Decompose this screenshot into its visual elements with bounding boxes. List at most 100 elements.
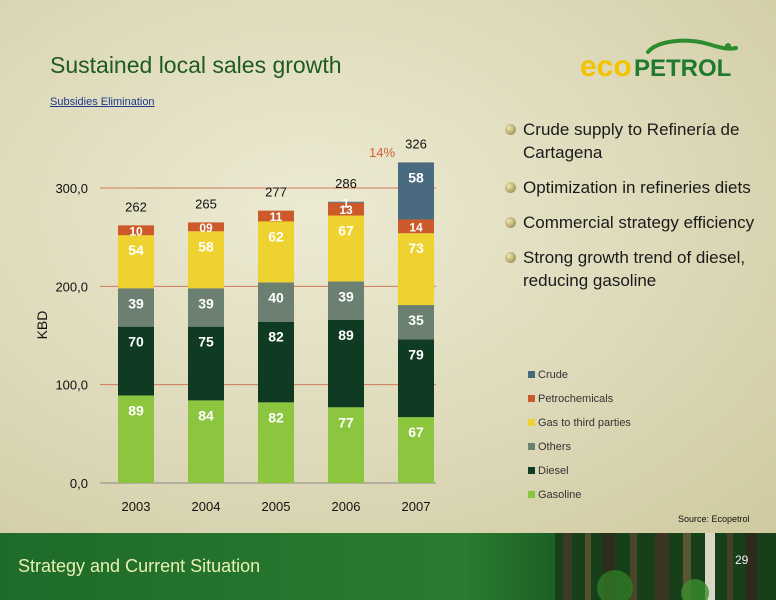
bullet-icon [505, 124, 516, 135]
legend-label: Petrochemicals [538, 393, 614, 405]
bullet-text: Crude supply to Refinería de Cartagena [523, 120, 740, 162]
legend-item-crude: Crude [528, 366, 631, 390]
x-tick-label: 2006 [332, 499, 361, 514]
bar-segment [118, 225, 154, 236]
data-label: 54 [128, 242, 144, 258]
svg-text:eco: eco [580, 50, 632, 83]
legend-label: Gasoline [538, 489, 582, 501]
bar-segment [328, 407, 364, 483]
data-label: 39 [198, 295, 214, 311]
data-label: 09 [199, 221, 213, 235]
bar-segment [188, 231, 224, 289]
page-number: 29 [735, 553, 749, 567]
bullet-icon [505, 252, 516, 263]
total-label: 265 [195, 196, 217, 211]
bar-segment [258, 282, 294, 322]
bullet-item: Strong growth trend of diesel, reducing … [505, 246, 770, 292]
bar-segment [398, 339, 434, 418]
data-label: 35 [408, 312, 424, 328]
data-label: 89 [128, 402, 144, 418]
chart-legend: Crude Petrochemicals Gas to third partie… [528, 366, 631, 510]
data-label: 11 [270, 210, 283, 224]
bar-segment [118, 395, 154, 483]
y-tick-label: 200,0 [55, 279, 88, 294]
data-label: 13 [339, 203, 353, 217]
data-label: 75 [198, 334, 214, 350]
legend-label: Diesel [538, 465, 569, 477]
bar-segment [188, 400, 224, 483]
footer-title: Strategy and Current Situation [18, 556, 261, 576]
bar-segment [188, 326, 224, 401]
stacked-bar-chart: 0,0 100,0 200,0 300,0 KBD 89 70 39 54 10 262 2003 84… [34, 136, 436, 514]
bar-segment [328, 281, 364, 320]
bullet-text: Commercial strategy efficiency [523, 213, 755, 232]
data-label: 39 [128, 295, 144, 311]
x-tick-label: 2007 [402, 499, 431, 514]
bar-segment [188, 222, 224, 232]
svg-text:PETROL: PETROL [634, 55, 731, 82]
bullet-item: Crude supply to Refinería de Cartagena [505, 118, 770, 164]
bullet-item: Commercial strategy efficiency [505, 211, 770, 234]
data-label: 1 [343, 196, 350, 210]
bar-segment [258, 210, 294, 222]
data-label: 73 [408, 240, 424, 256]
bar-segment [258, 221, 294, 283]
legend-swatch [528, 467, 535, 474]
legend-item-petrochemicals: Petrochemicals [528, 390, 631, 414]
data-label: 89 [338, 327, 354, 343]
bullet-text: Optimization in refineries diets [523, 178, 751, 197]
data-label: 82 [268, 329, 284, 345]
bullet-icon [505, 182, 516, 193]
data-label: 82 [268, 409, 284, 425]
y-axis-label: KBD [34, 311, 50, 340]
legend-swatch [528, 443, 535, 450]
bar-segment [258, 321, 294, 403]
growth-annotation: 14% [369, 145, 395, 160]
bar-segment [118, 235, 154, 289]
data-label: 62 [268, 228, 284, 244]
bar-segment [328, 215, 364, 282]
legend-label: Gas to third parties [538, 417, 631, 429]
bar-segment [258, 402, 294, 483]
data-label: 40 [268, 289, 284, 305]
bullet-icon [505, 217, 516, 228]
x-tick-label: 2005 [262, 499, 291, 514]
bar-segment [398, 162, 434, 220]
source-note: Source: Ecopetrol [678, 514, 750, 524]
bar-segment [398, 305, 434, 340]
bullet-item: Optimization in refineries diets [505, 176, 770, 199]
data-label: 70 [128, 334, 144, 350]
y-tick-label: 0,0 [70, 476, 88, 491]
legend-swatch [528, 395, 535, 402]
subtitle-link[interactable]: Subsidies Elimination [50, 96, 155, 108]
forest-image [555, 533, 776, 600]
legend-swatch [528, 371, 535, 378]
data-label: 58 [408, 169, 424, 185]
bar-segment [328, 202, 364, 216]
y-tick-label: 300,0 [55, 181, 88, 196]
legend-swatch [528, 491, 535, 498]
data-label: 79 [408, 346, 424, 362]
data-label: 14 [409, 220, 423, 234]
total-label: 262 [125, 199, 147, 214]
bullet-text: Strong growth trend of diesel, reducing … [523, 248, 746, 290]
data-label: 77 [338, 414, 354, 430]
total-label: 326 [405, 136, 427, 151]
data-label: 67 [408, 424, 424, 440]
legend-label: Others [538, 441, 572, 453]
bar-segment [398, 219, 434, 234]
total-label: 286 [335, 176, 357, 191]
bar-segment [188, 288, 224, 327]
bullet-list: Crude supply to Refinería de Cartagena O… [505, 118, 770, 304]
data-label: 58 [198, 238, 214, 254]
bar-segment [398, 417, 434, 483]
slide-title: Sustained local sales growth [50, 52, 342, 78]
bar-segment [398, 233, 434, 306]
x-tick-label: 2004 [192, 499, 221, 514]
legend-item-gasoline: Gasoline [528, 486, 631, 510]
bar-segment [118, 326, 154, 396]
data-label: 67 [338, 223, 354, 239]
data-label: 39 [338, 288, 354, 304]
total-label: 277 [265, 185, 287, 200]
bar-segment [328, 319, 364, 408]
